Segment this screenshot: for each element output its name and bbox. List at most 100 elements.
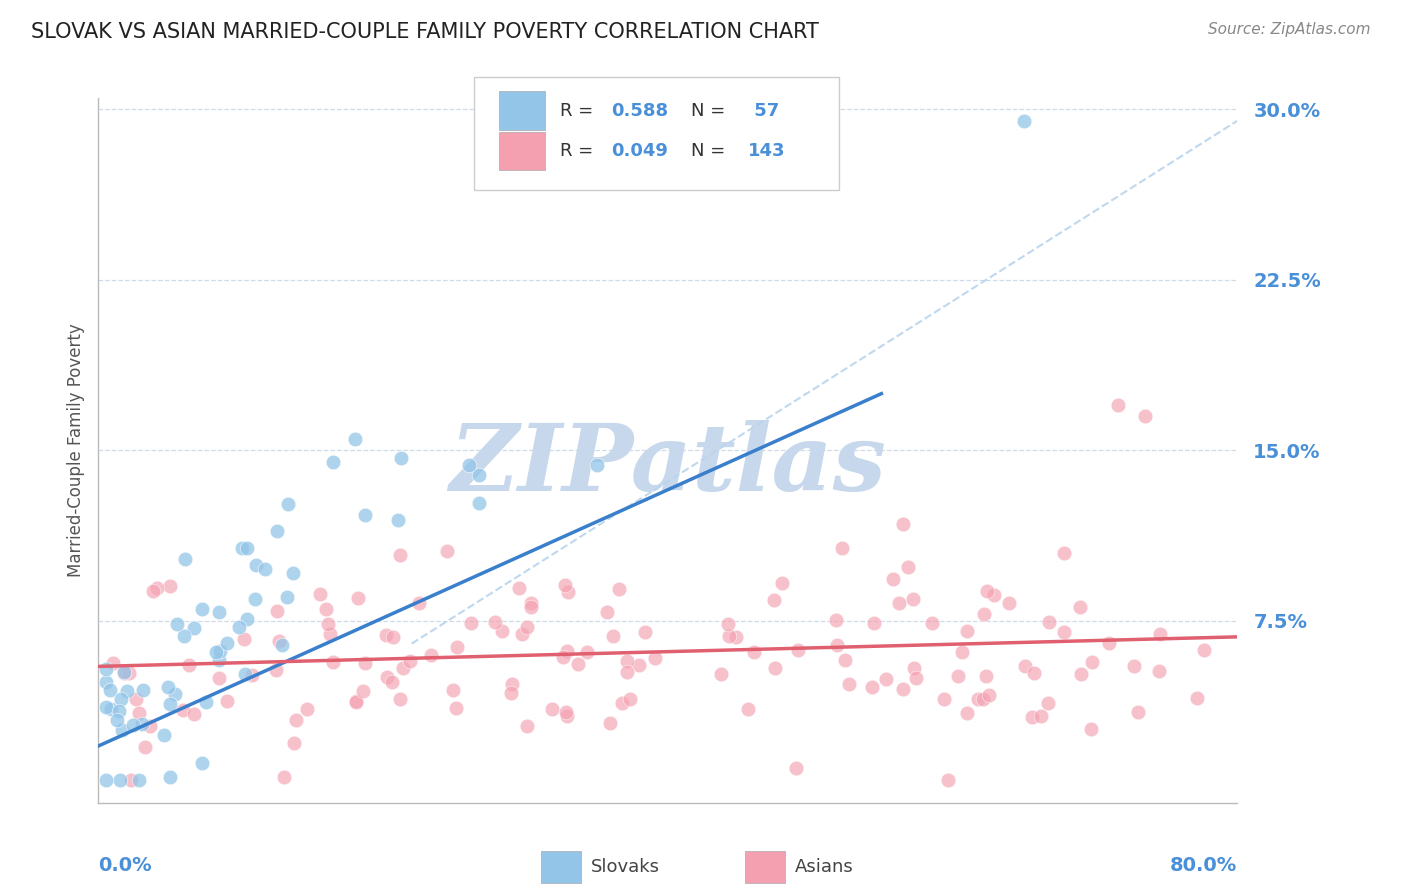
Point [997, 596, 1019, 610]
Point [344, 432, 367, 446]
Point [948, 669, 970, 683]
Point [242, 668, 264, 682]
Point [979, 688, 1001, 702]
Point [159, 579, 181, 593]
Point [177, 658, 200, 673]
Text: Slovaks: Slovaks [591, 858, 659, 876]
Point [1122, 659, 1144, 673]
Point [786, 642, 808, 657]
Point [347, 591, 370, 606]
Point [567, 657, 589, 671]
Point [231, 541, 253, 555]
Point [737, 701, 759, 715]
Point [352, 684, 374, 698]
Point [887, 596, 910, 610]
Point [273, 770, 295, 784]
Point [983, 588, 1005, 602]
Point [446, 640, 468, 655]
Text: 0.049: 0.049 [612, 142, 668, 160]
Point [125, 692, 148, 706]
Point [344, 695, 367, 709]
Point [976, 669, 998, 683]
Text: R =: R = [560, 102, 599, 120]
Point [165, 687, 187, 701]
Point [233, 667, 256, 681]
Point [281, 566, 304, 580]
Point [976, 584, 998, 599]
Point [98, 682, 121, 697]
Point [94, 674, 117, 689]
Point [374, 628, 396, 642]
Point [555, 708, 578, 723]
Point [467, 468, 489, 483]
Point [344, 694, 367, 708]
Point [194, 695, 217, 709]
Point [183, 706, 205, 721]
Point [269, 634, 291, 648]
Point [619, 692, 641, 706]
Point [1107, 398, 1129, 412]
Point [1149, 627, 1171, 641]
Point [381, 631, 404, 645]
Point [315, 602, 337, 616]
Point [724, 631, 747, 645]
Point [616, 665, 638, 680]
Point [554, 577, 576, 591]
Text: 80.0%: 80.0% [1170, 855, 1237, 875]
Point [956, 706, 979, 721]
Point [882, 572, 904, 586]
Text: Asians: Asians [794, 858, 853, 876]
Point [354, 656, 377, 670]
Point [1038, 615, 1060, 630]
Point [1098, 636, 1121, 650]
Point [901, 592, 924, 607]
Point [159, 770, 181, 784]
Point [441, 682, 464, 697]
Point [557, 585, 579, 599]
Point [718, 629, 741, 643]
Point [183, 621, 205, 635]
Point [118, 666, 141, 681]
Point [460, 616, 482, 631]
Text: N =: N = [690, 102, 731, 120]
Point [785, 761, 807, 775]
Point [215, 694, 238, 708]
Point [389, 548, 412, 562]
Point [173, 630, 195, 644]
Point [717, 617, 740, 632]
Point [236, 612, 259, 626]
Point [491, 624, 513, 638]
Text: R =: R = [560, 142, 599, 160]
Text: 0.588: 0.588 [612, 102, 668, 120]
Point [499, 686, 522, 700]
Point [950, 645, 973, 659]
Point [217, 635, 239, 649]
Point [114, 665, 136, 680]
Point [956, 624, 979, 639]
Point [936, 773, 959, 788]
Point [245, 591, 267, 606]
Point [387, 513, 409, 527]
Point [1036, 696, 1059, 710]
Point [1185, 691, 1208, 706]
Point [602, 629, 624, 643]
Point [1080, 722, 1102, 736]
Point [468, 496, 491, 510]
Point [596, 605, 619, 619]
Point [904, 672, 927, 686]
Point [520, 599, 543, 614]
Point [1192, 643, 1215, 657]
Point [319, 627, 342, 641]
Point [609, 582, 631, 596]
Point [516, 619, 538, 633]
Point [555, 643, 578, 657]
Point [520, 596, 543, 610]
Point [484, 615, 506, 629]
Y-axis label: Married-Couple Family Poverty: Married-Couple Family Poverty [66, 324, 84, 577]
Point [132, 682, 155, 697]
Point [1053, 546, 1076, 560]
Point [834, 653, 856, 667]
Point [903, 661, 925, 675]
FancyBboxPatch shape [474, 77, 839, 190]
Point [208, 652, 231, 666]
